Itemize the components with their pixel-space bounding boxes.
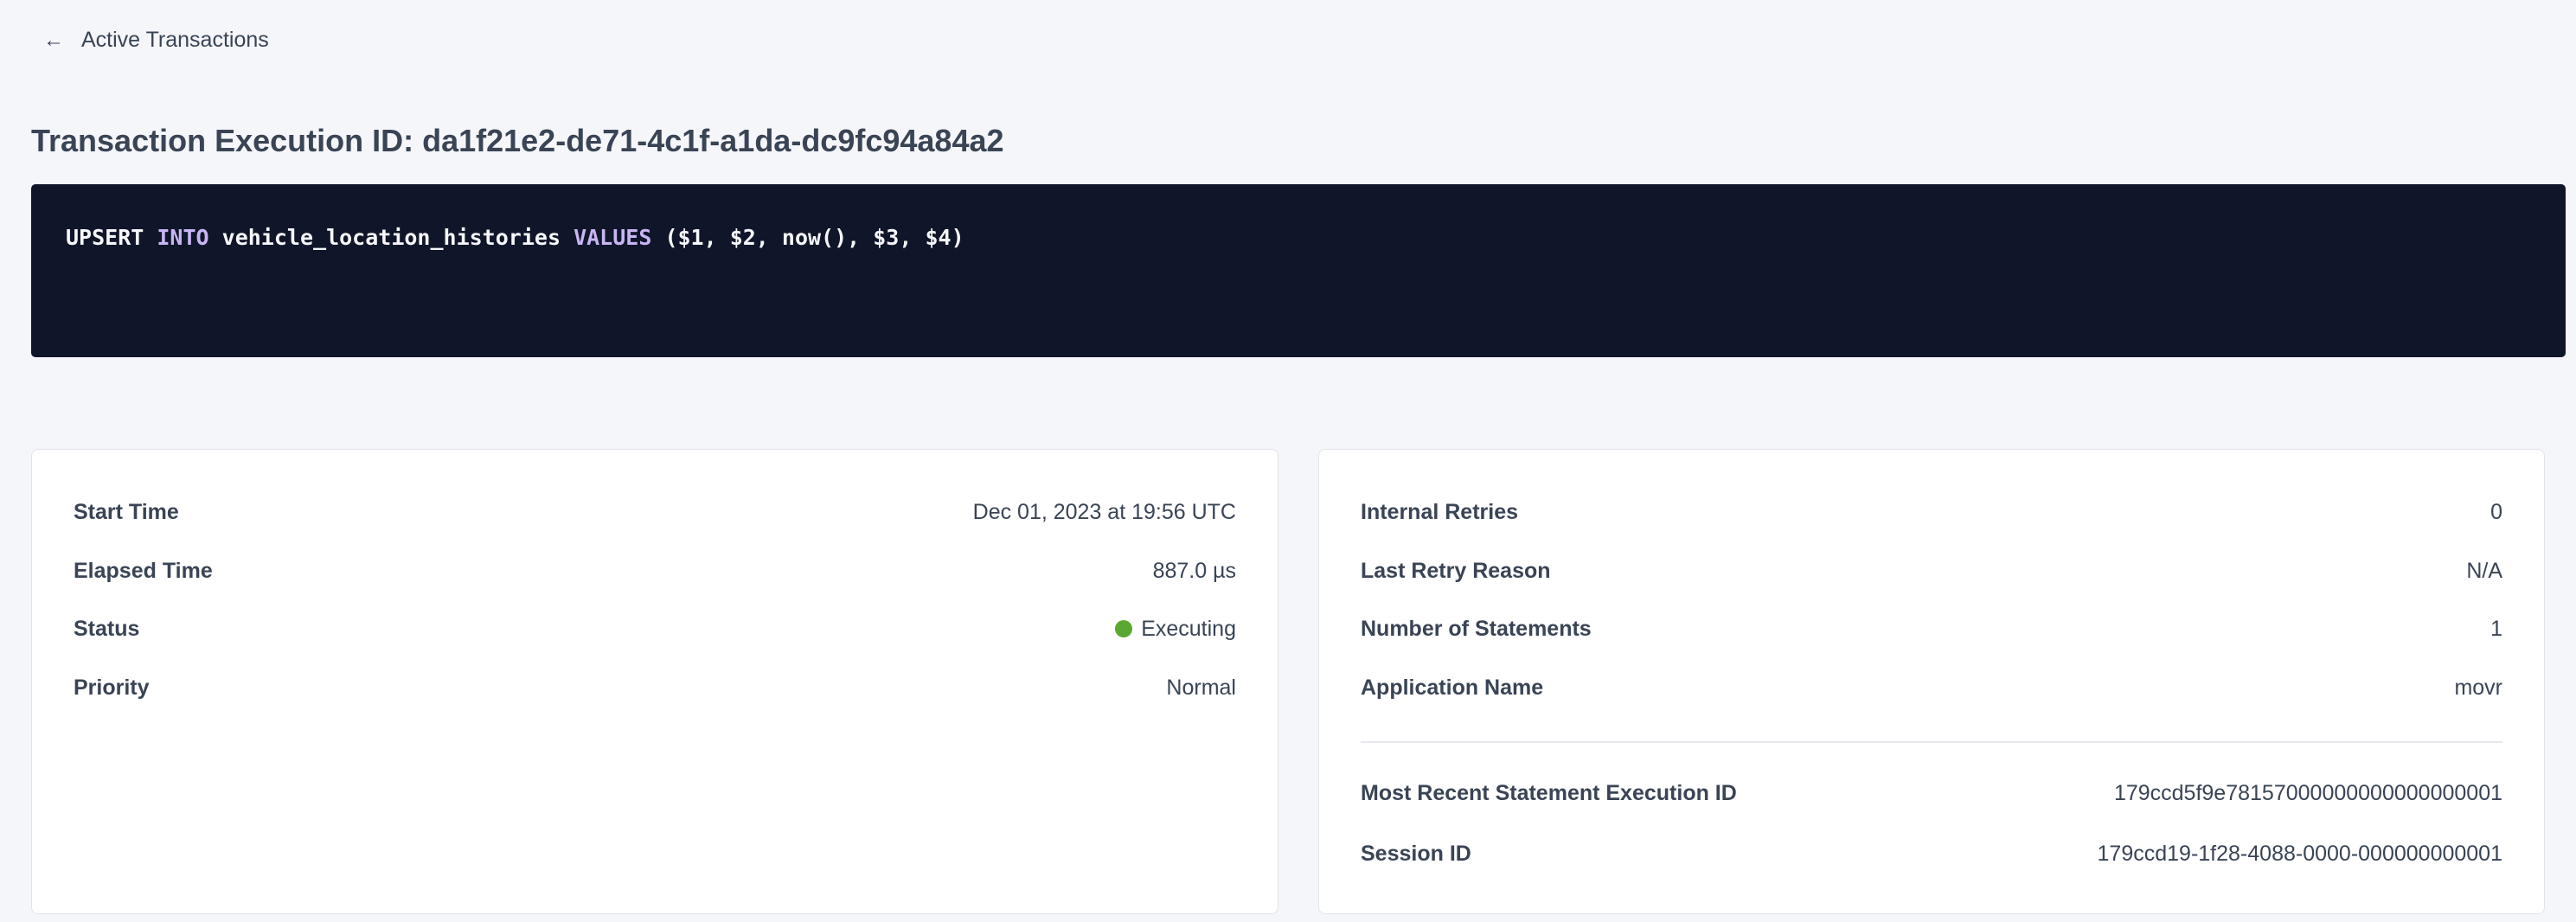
status-value: Executing [1115,617,1236,642]
row-last-retry-reason: Last Retry Reason N/A [1361,554,2502,588]
label: Number of Statements [1361,616,1592,641]
label: Status [74,616,140,641]
label: Last Retry Reason [1361,558,1551,583]
back-link-label: Active Transactions [81,28,269,52]
statement-execution-id-link[interactable]: 179ccd5f9e78157000000000000000001 [2113,780,2502,805]
row-internal-retries: Internal Retries 0 [1361,495,2502,529]
sql-values: ($1, $2, now(), $3, $4) [664,225,964,250]
sql-keyword: UPSERT [66,225,144,250]
label: Start Time [74,499,179,524]
session-id-link[interactable]: 179ccd19-1f28-4088-0000-000000000001 [2097,841,2502,866]
row-most-recent-statement-id: Most Recent Statement Execution ID 179cc… [1361,776,2502,810]
arrow-left-icon: ← [43,28,64,52]
sql-keyword: VALUES [574,225,652,250]
value: 0 [2490,499,2502,524]
row-elapsed-time: Elapsed Time 887.0 µs [74,554,1236,588]
status-text: Executing [1141,616,1236,641]
value: movr [2454,675,2502,700]
value: Dec 01, 2023 at 19:56 UTC [972,499,1236,524]
row-session-id: Session ID 179ccd19-1f28-4088-0000-00000… [1361,836,2502,871]
label: Priority [74,675,150,700]
value: 1 [2490,616,2502,641]
transaction-details-card: Internal Retries 0 Last Retry Reason N/A… [1318,449,2545,914]
sql-statement-box: UPSERT INTO vehicle_location_histories V… [31,184,2566,357]
label: Elapsed Time [74,558,213,583]
sql-keyword: INTO [157,225,209,250]
transaction-summary-card: Start Time Dec 01, 2023 at 19:56 UTC Ela… [31,449,1278,914]
row-number-of-statements: Number of Statements 1 [1361,611,2502,646]
page-title: Transaction Execution ID: da1f21e2-de71-… [31,123,1004,158]
label: Most Recent Statement Execution ID [1361,780,1737,805]
value: 887.0 µs [1152,558,1236,583]
value: N/A [2466,558,2502,583]
label: Internal Retries [1361,499,1519,524]
status-dot-icon [1115,620,1133,637]
divider [1361,741,2502,743]
sql-table-name: vehicle_location_histories [221,225,561,250]
row-priority: Priority Normal [74,670,1236,705]
row-application-name: Application Name movr [1361,670,2502,705]
row-start-time: Start Time Dec 01, 2023 at 19:56 UTC [74,495,1236,529]
label: Application Name [1361,675,1544,700]
row-status: Status Executing [74,611,1236,646]
label: Session ID [1361,841,1471,866]
value: Normal [1166,675,1236,700]
back-link-active-transactions[interactable]: ← Active Transactions [43,28,269,53]
